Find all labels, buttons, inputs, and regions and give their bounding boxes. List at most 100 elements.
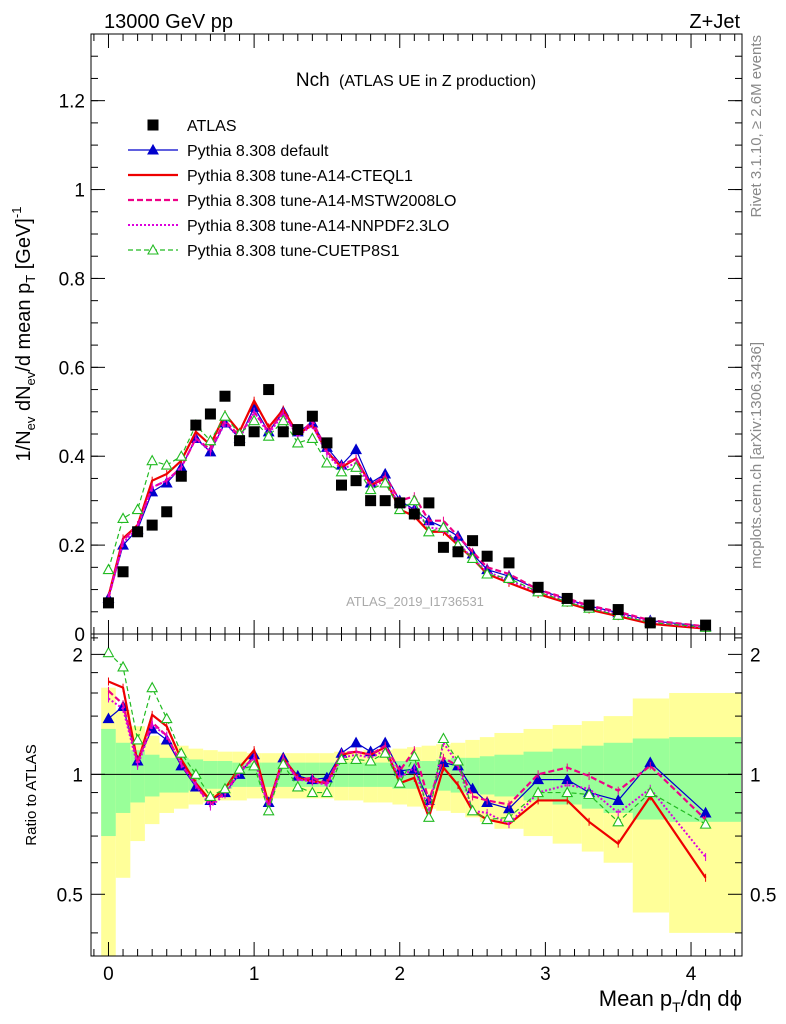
atlas-data-point: [161, 506, 173, 518]
ratio-series-cuetp8s1-point: [320, 786, 333, 798]
legend-label-default: Pythia 8.308 default: [187, 143, 329, 160]
rivet-label-geq: ≥: [748, 121, 765, 129]
main-y-tick-label: 1.2: [59, 92, 85, 113]
main-series-cuetp8s1-point: [306, 432, 319, 443]
main-series-cuetp8s1-point: [408, 494, 421, 506]
ratio-series-default-line: [108, 705, 706, 814]
xlabel-sub-T: T: [672, 999, 681, 1015]
ratio-series-cuetp8s1-point: [146, 681, 159, 693]
main-series-cuetp8s1-line: [107, 415, 706, 628]
ratio-series-cuetp8s1-point: [131, 733, 144, 745]
ratio-band-inner: [479, 756, 495, 795]
ratio-series-nnpdf-line: [107, 697, 707, 858]
ratio-series-cuetp8s1-point: [277, 758, 290, 769]
main-series-cuetp8s1-point: [291, 436, 304, 448]
atlas-data-point: [146, 519, 158, 531]
ratio-band-inner: [159, 757, 175, 793]
x-tick-label: 1: [249, 964, 260, 985]
x-axis-label: Mean pT/dη dϕ: [599, 986, 742, 1015]
main-y-tick-label: 0.6: [59, 358, 85, 379]
legend-label-atlas: ATLAS: [187, 118, 237, 135]
ylabel-sub-ev2: ev: [23, 371, 38, 385]
atlas-data-point: [379, 495, 391, 507]
atlas-data-point: [175, 470, 187, 482]
xlabel-part: /dη dϕ: [681, 986, 742, 1011]
ratio-series-cuetp8s1-point: [452, 754, 464, 766]
atlas-data-point: [132, 526, 144, 538]
main-y-tick-label: 0.4: [59, 447, 86, 468]
plot-title-main: Nch: [296, 70, 330, 91]
ratio-y-axis-label: Ratio to ATLAS: [23, 744, 40, 845]
main-series-cuetp8s1-point: [248, 414, 261, 426]
ratio-series-cuetp8s1-line: [108, 652, 706, 825]
main-series-cuetp8s1-point: [422, 525, 435, 537]
ratio-band-inner: [115, 742, 131, 813]
ratio-series-cuetp8s1-point: [364, 754, 377, 766]
ratio-series-cuetp8s1-point: [335, 753, 348, 764]
ratio-series-cuetp8s1-point: [350, 753, 362, 764]
ratio-series-cuetp8s1-point: [175, 747, 188, 758]
atlas-data-point: [700, 619, 712, 631]
ratio-series-cuetp8s1-point: [117, 660, 129, 672]
atlas-data-point: [234, 435, 246, 447]
ratio-series-default-point: [102, 712, 115, 724]
main-series-cuetp8s1-point: [146, 454, 159, 466]
rivet-label-part: 2.6M events: [748, 35, 765, 121]
ratio-panel: 0.5 0.5 1 1 2 2 0 1 2 3 4 Ratio to ATLAS Mean pT/…: [23, 633, 776, 1015]
ratio-series-cuetp8s1-point: [612, 815, 625, 827]
ratio-series-cuetp8s1-point: [561, 786, 574, 798]
atlas-data-point: [408, 508, 420, 520]
ratio-y-tick-label: 0.5: [57, 885, 83, 906]
main-series-cuetp8s1-point: [335, 465, 348, 477]
ratio-series-default-point: [350, 736, 362, 748]
legend-marker-cuetp8s1: [147, 243, 159, 255]
ylabel-sub-T: T: [23, 275, 38, 283]
ratio-y-tick-label: 1: [72, 765, 83, 786]
legend-label-mstw: Pythia 8.308 tune-A14-MSTW2008LO: [187, 193, 456, 210]
ratio-series-cuetp8s1-point: [532, 786, 545, 798]
ratio-band-inner: [421, 761, 437, 789]
atlas-data-point: [190, 419, 202, 431]
plot-title-sub: (ATLAS UE in Z production): [339, 73, 536, 90]
ratio-plot-area: [102, 646, 712, 882]
atlas-data-point: [532, 581, 544, 593]
atlas-data-point: [204, 408, 216, 420]
atlas-data-point: [612, 604, 624, 616]
main-series-cuetp8s1-point: [102, 563, 115, 575]
main-series-cuetp8s1-point: [393, 503, 406, 515]
ratio-series-cuetp8s1-point: [583, 788, 596, 800]
main-series-cuetp8s1-point: [350, 461, 362, 472]
atlas-data-point: [423, 497, 435, 509]
ratio-y-tick-label-right: 1: [750, 765, 761, 786]
ylabel-part: /d mean p: [13, 283, 35, 372]
header-right: Z+Jet: [689, 11, 740, 33]
legend-label-cteql1: Pythia 8.308 tune-A14-CTEQL1: [187, 168, 413, 185]
legend-label-cuetp8s1: Pythia 8.308 tune-CUETP8S1: [187, 243, 400, 260]
atlas-data-point: [117, 566, 129, 578]
atlas-data-point: [437, 541, 449, 553]
atlas-data-point: [394, 497, 406, 509]
ratio-series-cuetp8s1-point: [160, 712, 173, 724]
ratio-series-cuetp8s1-point: [466, 804, 479, 816]
x-tick-label: 3: [540, 964, 551, 985]
ratio-series-cuetp8s1-point: [262, 804, 275, 816]
main-y-axis-label: 1/Nev dNev/d mean pT [GeV]-1: [9, 207, 38, 462]
atlas-data-point: [452, 546, 464, 558]
atlas-data-point: [277, 426, 289, 438]
xlabel-part: Mean p: [599, 986, 672, 1011]
ratio-band-inner: [494, 754, 524, 797]
legend-marker-default: [147, 143, 159, 155]
main-series-cuetp8s1-point: [320, 456, 333, 468]
ylabel-part: 1/N: [13, 430, 35, 461]
header-left: 13000 GeV pp: [104, 11, 233, 33]
atlas-data-point: [583, 599, 595, 611]
main-y-tick-label: 0: [74, 625, 85, 646]
rivet-label-part: Rivet 3.1.10,: [748, 129, 765, 217]
main-series-default-point: [350, 443, 362, 455]
ratio-band-inner: [669, 737, 741, 822]
atlas-data-point: [102, 597, 114, 609]
ratio-series-cuetp8s1-point: [248, 759, 261, 771]
main-series-cuetp8s1-point: [131, 503, 144, 515]
legend: ATLAS Pythia 8.308 default Pythia 8.308 tu…: [128, 118, 456, 260]
rivet-label: Rivet 3.1.10, ≥ 2.6M events: [748, 35, 765, 218]
